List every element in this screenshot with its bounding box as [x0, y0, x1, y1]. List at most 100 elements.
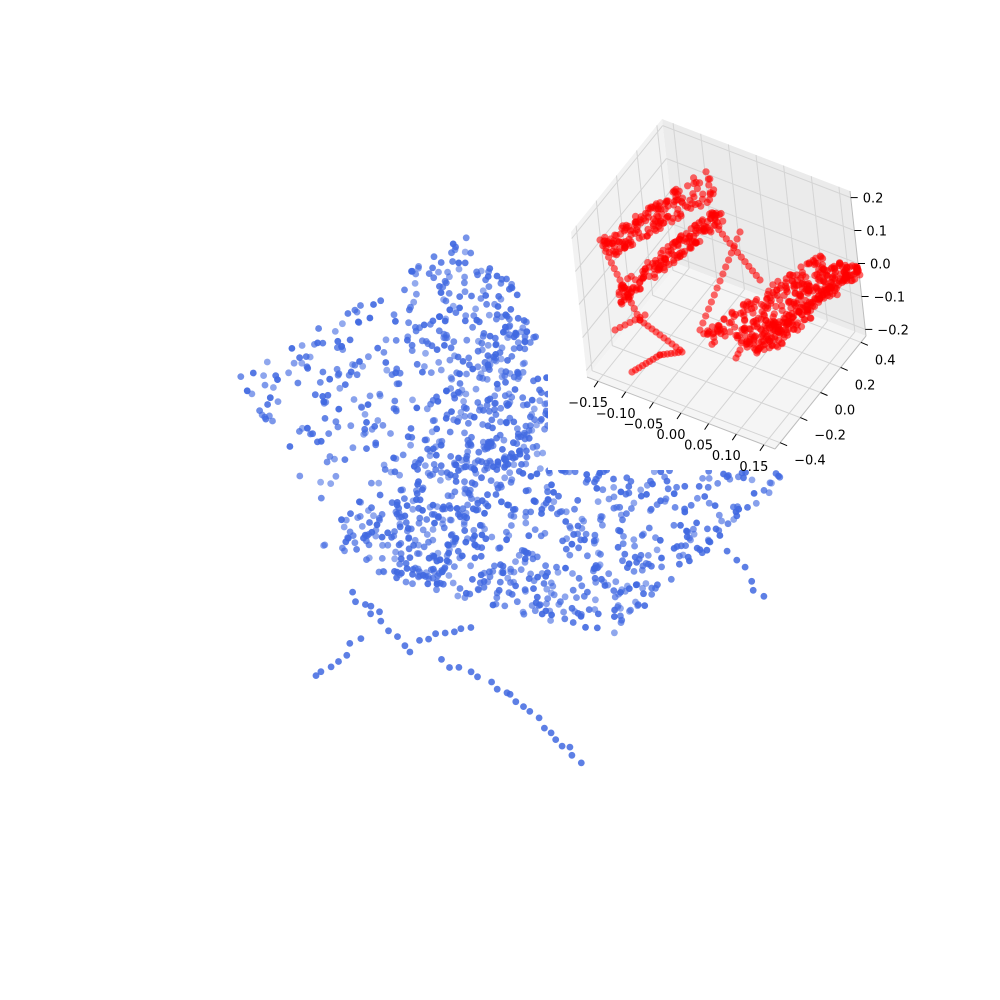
- main-point-727: [531, 406, 538, 413]
- main-point-504: [407, 442, 414, 449]
- main-point-1258: [468, 624, 475, 631]
- main-point-855: [538, 416, 545, 423]
- inset-point-310: [686, 238, 693, 245]
- main-point-672: [510, 419, 517, 426]
- main-point-1169: [548, 580, 555, 587]
- main-point-1029: [598, 576, 605, 583]
- main-point-1176: [621, 551, 628, 558]
- main-point-981: [444, 552, 451, 559]
- main-point-1002: [627, 607, 634, 614]
- main-point-1060: [517, 447, 524, 454]
- main-point-666: [394, 502, 401, 509]
- main-point-505: [384, 529, 391, 536]
- main-point-68: [392, 318, 399, 325]
- main-point-689: [493, 411, 500, 418]
- main-point-1226: [508, 512, 515, 519]
- main-point-1154: [567, 525, 574, 532]
- main-point-1127: [571, 608, 578, 615]
- main-point-482: [515, 370, 522, 377]
- main-point-484: [447, 429, 454, 436]
- main-point-718: [413, 487, 420, 494]
- main-point-171: [443, 298, 450, 305]
- inset-point-285: [659, 247, 666, 254]
- main-point-326: [521, 346, 528, 353]
- main-point-143: [374, 345, 381, 352]
- main-point-232: [441, 342, 448, 349]
- inset-point-759: [773, 342, 780, 349]
- main-point-63: [410, 299, 417, 306]
- main-point-204: [405, 319, 412, 326]
- main-point-545: [377, 492, 384, 499]
- main-point-653: [396, 542, 403, 549]
- main-point-69: [486, 283, 493, 290]
- main-point-468: [491, 357, 498, 364]
- main-point-1092: [724, 473, 731, 480]
- main-point-992: [657, 537, 664, 544]
- inset-point-828: [719, 270, 726, 277]
- main-point-686: [409, 506, 416, 513]
- main-point-337: [475, 363, 482, 370]
- main-point-1020: [522, 513, 529, 520]
- main-point-476: [384, 542, 391, 549]
- main-point-1189: [468, 495, 475, 502]
- main-point-158: [391, 311, 398, 318]
- main-point-1097: [541, 580, 548, 587]
- main-point-203: [365, 401, 372, 408]
- main-point-1094: [733, 513, 740, 520]
- main-point-880: [676, 561, 683, 568]
- main-point-403: [438, 462, 445, 469]
- main-point-297: [475, 338, 482, 345]
- inset-point-433: [717, 330, 724, 337]
- main-point-1143: [583, 531, 590, 538]
- main-point-1102: [529, 602, 536, 609]
- inset-point-437: [746, 300, 753, 307]
- main-point-588: [439, 506, 446, 513]
- main-point-664: [401, 495, 408, 502]
- main-point-53: [332, 328, 339, 335]
- main-point-65: [381, 349, 388, 356]
- inset-point-830: [714, 284, 721, 291]
- main-point-1209: [471, 541, 478, 548]
- main-point-922: [560, 609, 567, 616]
- main-point-1244: [346, 640, 353, 647]
- main-point-222: [461, 274, 468, 281]
- inset-point-835: [699, 319, 706, 326]
- main-point-1175: [704, 526, 711, 533]
- main-point-1105: [539, 450, 546, 457]
- main-point-202: [444, 334, 451, 341]
- main-point-523: [521, 360, 528, 367]
- main-point-138: [389, 371, 396, 378]
- main-point-1138: [639, 532, 646, 539]
- main-point-1223: [531, 416, 538, 423]
- main-point-335: [475, 449, 482, 456]
- main-point-1245: [358, 635, 365, 642]
- main-point-239: [322, 399, 329, 406]
- main-point-961: [493, 601, 500, 608]
- main-point-265: [463, 371, 470, 378]
- main-point-736: [468, 464, 475, 471]
- main-point-1240: [318, 668, 325, 675]
- inset-point-420: [728, 319, 735, 326]
- main-point-713: [370, 512, 377, 519]
- main-point-702: [472, 481, 479, 488]
- main-point-996: [648, 585, 655, 592]
- main-point-1111: [610, 484, 617, 491]
- main-point-694: [376, 569, 383, 576]
- main-point-244: [449, 258, 456, 265]
- main-point-1043: [525, 532, 532, 539]
- main-point-1235: [631, 500, 638, 507]
- main-point-985: [714, 480, 721, 487]
- main-point-88: [317, 379, 324, 386]
- main-point-378: [392, 549, 399, 556]
- inset-point-747: [811, 303, 818, 310]
- main-point-455: [497, 405, 504, 412]
- inset-point-318: [675, 242, 682, 249]
- main-point-168: [262, 382, 269, 389]
- inset-point-755: [850, 271, 857, 278]
- main-point-726: [463, 459, 470, 466]
- inset-point-753: [828, 284, 835, 291]
- main-point-124: [409, 397, 416, 404]
- main-point-1006: [604, 582, 611, 589]
- main-point-676: [452, 473, 459, 480]
- main-point-172: [363, 419, 370, 426]
